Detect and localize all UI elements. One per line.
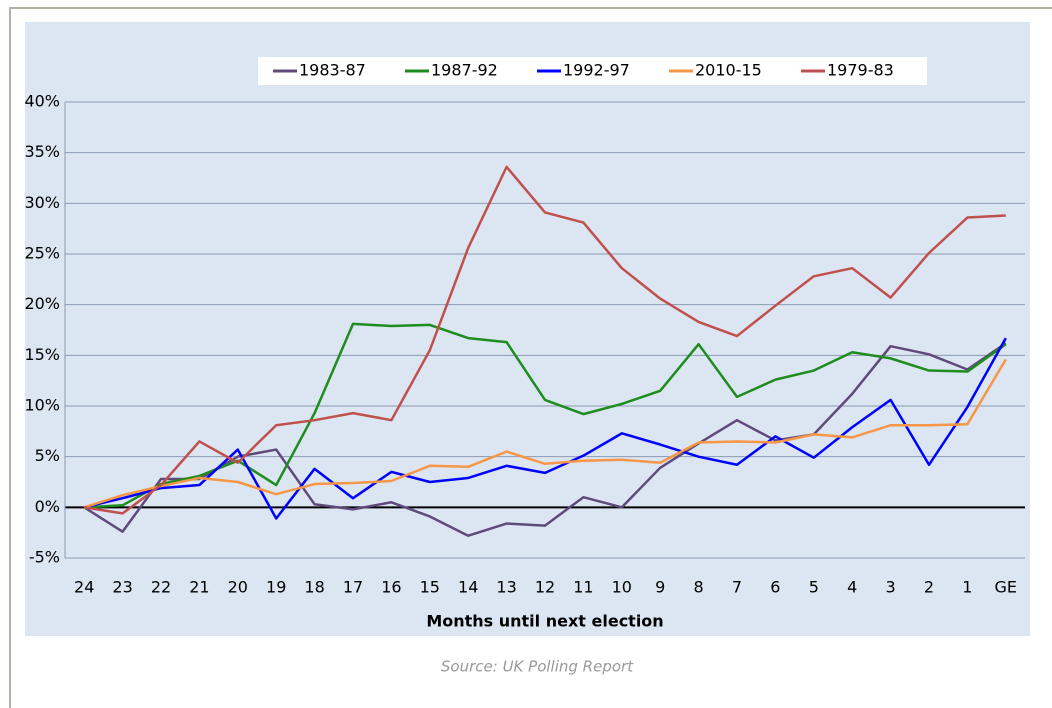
x-tick-label: 10 [612,578,632,597]
x-tick-label: 2 [924,578,934,597]
x-tick-label: 17 [343,578,363,597]
legend-label: 1979-83 [827,61,894,80]
series-line [84,165,1006,515]
x-tick-label: 1 [962,578,972,597]
x-tick-label: 16 [381,578,401,597]
x-tick-label: 18 [304,578,324,597]
x-tick-label: 13 [496,578,516,597]
legend-label: 2010-15 [695,61,762,80]
x-tick-label: 3 [886,578,896,597]
y-tick-label: 15% [24,345,60,364]
x-tick-label: 12 [535,578,555,597]
x-tick-label: 14 [458,578,478,597]
x-axis-label: Months until next election [426,612,663,631]
x-tick-label: GE [995,578,1018,597]
x-tick-label: 4 [847,578,857,597]
caption: Source: UK Polling Report [441,658,634,676]
x-tick-label: 19 [266,578,286,597]
series-line [83,358,1007,509]
x-tick-label: 6 [770,578,780,597]
y-tick-label: 30% [24,193,60,212]
x-tick-label: 9 [655,578,665,597]
x-tick-label: 21 [189,578,209,597]
x-tick-label: 7 [732,578,742,597]
x-tick-label: 20 [228,578,248,597]
legend-label: 1983-87 [299,61,366,80]
y-tick-label: 35% [24,142,60,161]
x-tick-label: 22 [151,578,171,597]
legend-label: 1987-92 [431,61,498,80]
series-line [84,322,1007,509]
x-tick-label: 5 [809,578,819,597]
chart-area [25,22,1030,636]
y-tick-label: 20% [24,294,60,313]
y-tick-label: 5% [35,446,60,465]
x-tick-label: 8 [694,578,704,597]
x-tick-label: 24 [74,578,94,597]
y-tick-label: -5% [29,548,60,567]
y-tick-label: 25% [24,244,60,263]
x-tick-label: 11 [573,578,593,597]
series-line [83,342,1007,537]
y-tick-label: 40% [24,92,60,111]
x-tick-label: 23 [112,578,132,597]
legend-label: 1992-97 [563,61,630,80]
y-tick-label: 10% [24,396,60,415]
y-tick-label: 0% [35,497,60,516]
x-tick-label: 15 [420,578,440,597]
series-line [83,337,1007,520]
